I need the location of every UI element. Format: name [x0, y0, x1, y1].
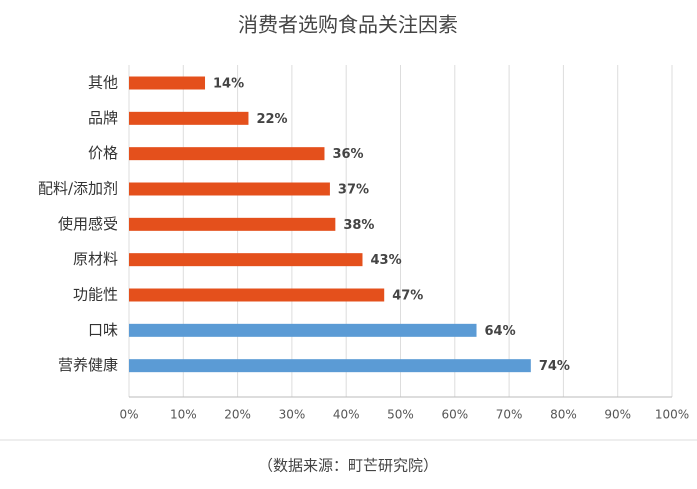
- y-tick-label: 口味: [88, 321, 118, 339]
- x-tick-label: 40%: [333, 408, 360, 422]
- value-label: 47%: [392, 289, 423, 304]
- value-label: 37%: [338, 183, 369, 198]
- x-tick-label: 90%: [604, 408, 631, 422]
- y-tick-label: 其他: [88, 74, 118, 92]
- chart-title: 消费者选购食品关注因素: [238, 13, 458, 37]
- x-tick-label: 0%: [119, 408, 138, 422]
- x-tick-label: 20%: [224, 408, 251, 422]
- bar: [129, 253, 363, 267]
- x-tick-label: 60%: [441, 408, 468, 422]
- source-note: （数据来源：町芒研究院）: [258, 457, 438, 475]
- x-tick-label: 80%: [550, 408, 577, 422]
- x-tick-label: 70%: [496, 408, 523, 422]
- value-label: 36%: [332, 147, 363, 162]
- x-tick-label: 50%: [387, 408, 414, 422]
- value-label: 14%: [213, 77, 244, 92]
- y-tick-label: 品牌: [88, 109, 118, 127]
- value-label: 74%: [539, 359, 570, 374]
- bar: [129, 147, 325, 161]
- value-label: 22%: [256, 112, 287, 127]
- bar: [129, 323, 477, 337]
- bar: [129, 111, 249, 125]
- bar: [129, 182, 330, 196]
- value-label: 38%: [343, 218, 374, 233]
- y-tick-label: 价格: [88, 144, 118, 162]
- y-tick-label: 功能性: [73, 286, 118, 304]
- y-tick-label: 营养健康: [58, 356, 118, 374]
- bar: [129, 76, 206, 90]
- value-label: 64%: [485, 324, 516, 339]
- x-tick-label: 10%: [170, 408, 197, 422]
- x-tick-label: 100%: [655, 408, 689, 422]
- y-tick-label: 使用感受: [58, 215, 118, 233]
- bar: [129, 217, 336, 231]
- y-tick-label: 配料/添加剂: [38, 180, 118, 198]
- bar: [129, 359, 531, 373]
- y-tick-label: 原材料: [73, 250, 118, 268]
- x-tick-label: 30%: [279, 408, 306, 422]
- value-label: 43%: [370, 253, 401, 268]
- bar: [129, 288, 385, 302]
